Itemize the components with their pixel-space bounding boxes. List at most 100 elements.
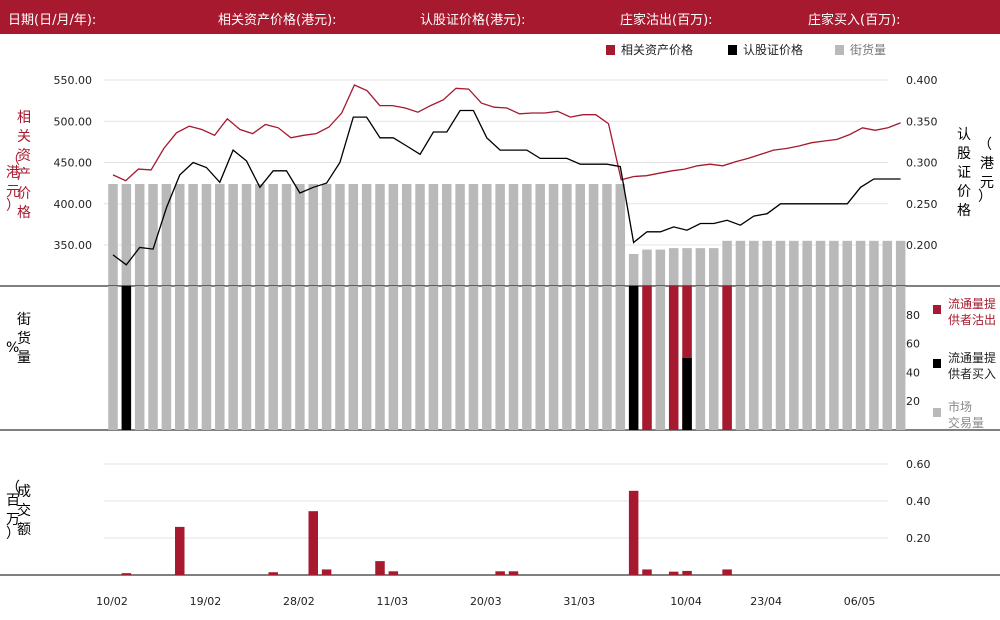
volume-bar (522, 286, 532, 430)
outstanding-bar (548, 184, 559, 286)
outstanding-bar (695, 248, 706, 286)
mm-buy-bar (628, 286, 639, 430)
right-axis-unit-paren: ） (978, 189, 992, 205)
outstanding-bar (375, 184, 385, 286)
panel2-axis-unit: % (6, 340, 19, 356)
legend-swatch (835, 45, 844, 55)
header-date: 日期(日/月/年): (8, 13, 97, 28)
volume-bar (749, 286, 759, 430)
volume-bar (175, 286, 185, 430)
left-axis-title-char: 价 (17, 186, 31, 202)
outstanding-bar (682, 248, 692, 286)
outstanding-bar (175, 184, 185, 286)
turnover-bar (642, 569, 652, 575)
volume-bar (535, 286, 545, 430)
right-axis-title-char: 证 (957, 165, 971, 181)
outstanding-bar (668, 248, 679, 286)
panel2-legend-label: 市场 (948, 399, 972, 414)
outstanding-bar (401, 184, 412, 286)
right-axis-tick: 0.300 (906, 157, 938, 170)
turnover-bar (388, 571, 399, 575)
x-axis-tick: 23/04 (750, 595, 782, 608)
right-axis-tick: 0.200 (906, 239, 938, 252)
outstanding-bar (188, 184, 198, 286)
outstanding-bar (722, 240, 732, 286)
right-axis-title-char: 认 (957, 127, 971, 143)
right-axis-tick: 0.250 (906, 198, 938, 211)
turnover-bar (175, 526, 185, 575)
outstanding-bar (215, 184, 225, 286)
outstanding-bar (615, 184, 626, 286)
outstanding-bar (281, 184, 292, 286)
volume-bar (775, 286, 786, 430)
left-axis-tick: 550.00 (54, 74, 93, 87)
volume-bar (108, 286, 118, 430)
volume-bar (709, 286, 719, 430)
turnover-bar (495, 571, 505, 575)
left-axis-title-char: 产 (17, 167, 31, 183)
volume-bar (695, 286, 706, 430)
outstanding-bar (762, 240, 772, 286)
panel2-legend-label: 流通量提 (948, 350, 996, 365)
outstanding-bar (415, 184, 425, 286)
chart-header: 日期(日/月/年): 相关资产价格(港元): 认股证价格(港元): 庄家沽出(百… (0, 0, 1000, 34)
outstanding-bar (789, 240, 799, 286)
mm-sell-bar (722, 286, 732, 430)
mm-sell-bar (642, 286, 652, 430)
outstanding-bar (321, 184, 332, 286)
volume-bar (548, 286, 559, 430)
volume-bar (148, 286, 158, 430)
outstanding-bar (855, 240, 866, 286)
panel2-axis-title-char: 街 (17, 312, 31, 328)
volume-bar (161, 286, 172, 430)
left-axis-tick: 450.00 (54, 157, 93, 170)
panel3-axis-title-char: 成 (17, 484, 31, 500)
left-axis-unit-paren: （ (6, 152, 20, 168)
volume-bar (255, 286, 265, 430)
right-axis-unit-char: 元 (980, 175, 994, 191)
outstanding-bar (709, 248, 719, 286)
outstanding-bar (522, 184, 532, 286)
outstanding-bar (508, 184, 519, 286)
volume-bar (361, 286, 372, 430)
left-axis-unit-char: 港 (6, 165, 20, 181)
volume-bar (508, 286, 519, 430)
volume-bar (495, 286, 505, 430)
panel3-axis-unit-paren: （ (6, 480, 20, 496)
outstanding-bar (134, 184, 145, 286)
panel2-legend-label: 供者买入 (948, 367, 996, 381)
volume-bar (442, 286, 452, 430)
panel3-axis-title-char: 交 (17, 502, 31, 519)
turnover-bar (268, 572, 278, 575)
panel2-legend-swatch (933, 305, 941, 314)
turnover-bar (308, 511, 318, 575)
outstanding-bar (815, 240, 826, 286)
panel3-tick: 0.60 (906, 458, 931, 471)
right-axis-title-char: 价 (957, 184, 971, 200)
outstanding-bar (869, 240, 879, 286)
x-axis-tick: 31/03 (563, 595, 595, 608)
volume-bar (882, 286, 893, 430)
turnover-bar (722, 569, 732, 575)
volume-bar (415, 286, 425, 430)
outstanding-bar (802, 240, 812, 286)
volume-bar (575, 286, 585, 430)
outstanding-bar (108, 184, 118, 286)
header-asset-price: 相关资产价格(港元): (218, 13, 337, 28)
warrant-chart: 550.00 500.00 450.00 400.00 350.00 0.400 0.350… (0, 42, 1000, 608)
volume-bar (215, 286, 225, 430)
volume-bar (241, 286, 252, 430)
volume-bar (134, 286, 145, 430)
outstanding-bar (829, 240, 839, 286)
turnover-bar (121, 573, 132, 575)
x-axis-tick: 19/02 (190, 595, 222, 608)
outstanding-bar (842, 240, 852, 286)
volume-bar (802, 286, 812, 430)
turnover-bar (375, 561, 385, 575)
asset-price-line (112, 84, 901, 182)
legend-label: 相关资产价格 (621, 42, 693, 57)
volume-bar (762, 286, 772, 430)
outstanding-bar (575, 184, 585, 286)
header-mm-sell: 庄家沽出(百万): (620, 13, 713, 28)
left-axis-tick: 500.00 (54, 115, 93, 128)
